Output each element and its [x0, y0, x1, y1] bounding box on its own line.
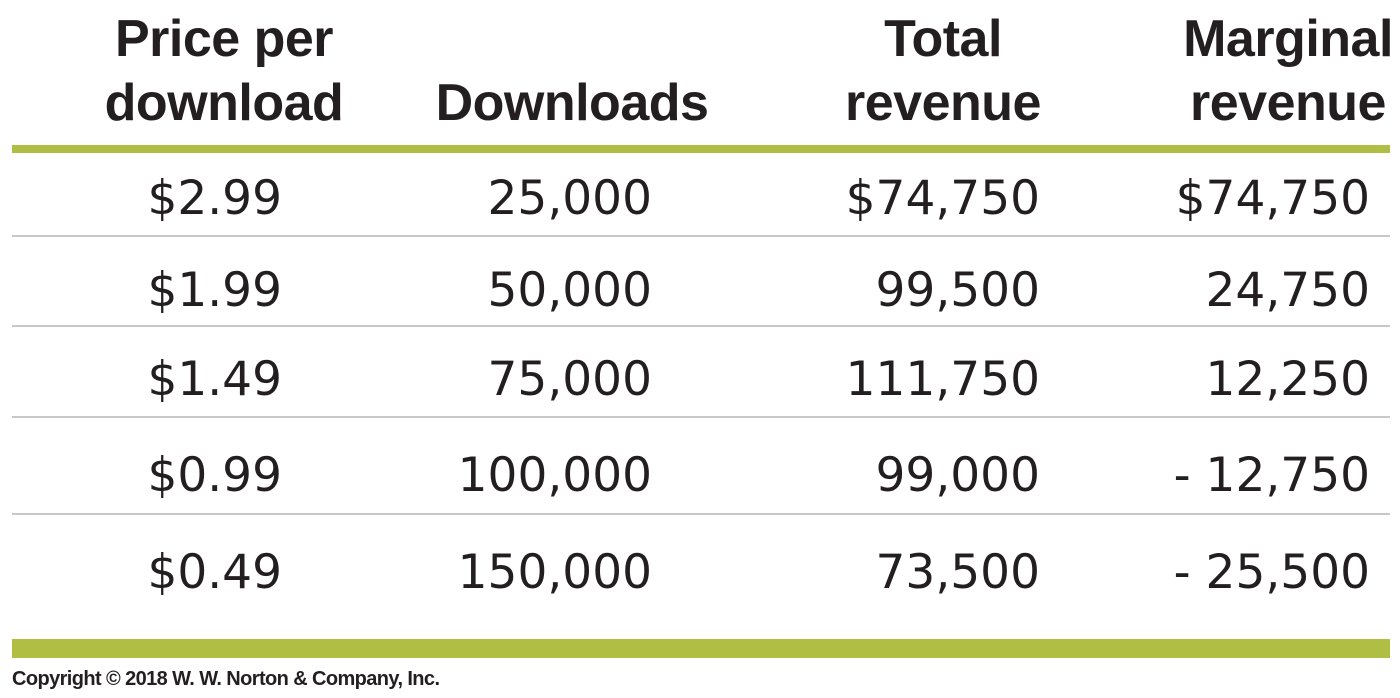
footer-rule [12, 639, 1390, 658]
header-downloads-line-2: Downloads [435, 74, 709, 132]
price-cell: $1.99 [147, 262, 282, 318]
header-total-line-2: revenue [845, 74, 1041, 132]
marginal-revenue-cell: $74,750 [1175, 170, 1370, 226]
total-revenue-cell: 99,500 [875, 262, 1040, 318]
header-total-line-1: Total [884, 10, 1002, 68]
downloads-cell: 100,000 [457, 447, 652, 503]
marginal-revenue-cell: 12,250 [1205, 351, 1370, 407]
total-revenue-cell: 111,750 [845, 351, 1040, 407]
marginal-revenue-cell: - 25,500 [1173, 544, 1370, 600]
header-marginal-revenue: Marginal revenue [1172, 7, 1400, 135]
header-rule [12, 145, 1390, 153]
row-divider [12, 513, 1390, 515]
table-header: Price per download Downloads Total reven… [12, 0, 1394, 145]
table-row: $0.49 150,000 73,500 - 25,500 [12, 527, 1390, 617]
downloads-cell: 25,000 [487, 170, 652, 226]
total-revenue-cell: 99,000 [875, 447, 1040, 503]
downloads-cell: 75,000 [487, 351, 652, 407]
row-divider [12, 416, 1390, 418]
price-cell: $1.49 [147, 351, 282, 407]
header-downloads: Downloads [432, 71, 712, 135]
marginal-revenue-cell: 24,750 [1205, 262, 1370, 318]
marginal-revenue-cell: - 12,750 [1173, 447, 1370, 503]
header-price-line-1: Price per [114, 10, 334, 68]
row-divider [12, 235, 1390, 237]
header-marginal-line-2: revenue [1190, 74, 1386, 132]
table-row: $1.49 75,000 111,750 12,250 [12, 334, 1390, 424]
table-row: $0.99 100,000 99,000 - 12,750 [12, 430, 1390, 520]
table-row: $1.99 50,000 99,500 24,750 [12, 245, 1390, 335]
total-revenue-cell: 73,500 [875, 544, 1040, 600]
downloads-cell: 150,000 [457, 544, 652, 600]
copyright-text: Copyright © 2018 W. W. Norton & Company,… [12, 668, 440, 690]
header-price-line-2: download [104, 74, 344, 132]
header-total-revenue: Total revenue [812, 7, 1074, 135]
table-row: $2.99 25,000 $74,750 $74,750 [12, 153, 1390, 243]
total-revenue-cell: $74,750 [845, 170, 1040, 226]
row-divider [12, 325, 1390, 327]
header-marginal-line-1: Marginal [1183, 10, 1393, 68]
price-cell: $0.49 [147, 544, 282, 600]
downloads-cell: 50,000 [487, 262, 652, 318]
price-cell: $0.99 [147, 447, 282, 503]
header-price-per-download: Price per download [104, 7, 344, 135]
price-cell: $2.99 [147, 170, 282, 226]
